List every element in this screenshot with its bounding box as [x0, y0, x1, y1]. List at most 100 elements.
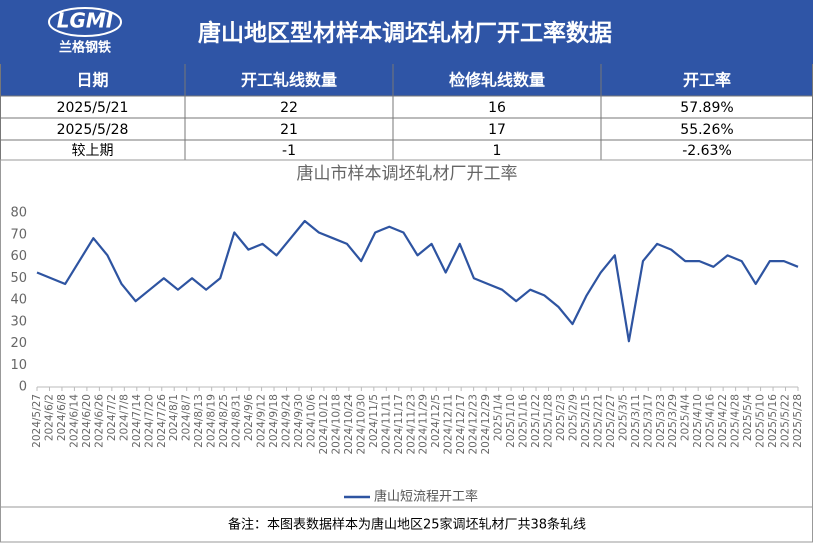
chart-title: 唐山市样本调坯轧材厂开工率	[297, 163, 518, 184]
x-tick-label: 2024/7/2	[106, 394, 118, 441]
legend-label: 唐山短流程开工率	[374, 489, 478, 505]
x-tick-label: 2024/6/8	[56, 394, 68, 441]
chart-frame	[0, 159, 813, 508]
x-tick-label: 2024/9/30	[293, 394, 305, 448]
x-tick-label: 2025/5/28	[792, 394, 804, 448]
x-tick-label: 2024/8/31	[231, 394, 243, 448]
x-tick-label: 2025/2/21	[592, 394, 604, 448]
logo-ring	[48, 7, 122, 37]
x-tick-label: 2024/6/26	[93, 394, 105, 448]
x-tick-label: 2025/3/23	[655, 394, 667, 448]
x-tick-label: 2024/9/6	[243, 394, 255, 441]
x-tick-label: 2024/10/18	[330, 394, 342, 455]
column-header: 开工率	[683, 71, 731, 90]
x-tick-label: 2024/10/6	[305, 394, 317, 448]
x-tick-label: 2025/5/10	[755, 394, 767, 448]
x-tick-label: 2025/5/16	[767, 394, 779, 448]
x-tick-label: 2025/4/16	[705, 394, 717, 448]
x-tick-label: 2024/7/8	[118, 394, 130, 441]
x-tick-label: 2024/10/12	[318, 394, 330, 455]
x-tick-label: 2025/1/4	[493, 394, 505, 441]
x-tick-label: 2024/8/1	[168, 394, 180, 441]
x-tick-label: 2024/11/23	[405, 394, 417, 455]
x-tick-label: 2024/8/25	[218, 394, 230, 448]
note: 备注：本图表数据样本为唐山地区25家调坯轧材厂共38条轧线	[228, 517, 586, 533]
x-tick-label: 2025/5/4	[742, 394, 754, 441]
table-cell: 21	[280, 122, 298, 138]
y-tick-label: 30	[10, 314, 27, 329]
x-tick-label: 2025/4/28	[730, 394, 742, 448]
x-tick-label: 2025/3/11	[630, 394, 642, 448]
x-tick-label: 2025/1/22	[530, 394, 542, 448]
table-header	[0, 64, 813, 96]
x-tick-label: 2024/8/13	[193, 394, 205, 448]
x-tick-label: 2024/8/19	[206, 394, 218, 448]
column-header: 开工轧线数量	[241, 71, 337, 90]
y-tick-label: 60	[10, 249, 27, 264]
y-tick-label: 20	[10, 336, 27, 351]
x-tick-label: 2025/4/22	[717, 394, 729, 448]
table-cell: 较上期	[72, 143, 114, 159]
x-tick-label: 2024/12/5	[430, 394, 442, 448]
x-tick-label: 2025/2/27	[605, 394, 617, 448]
x-tick-label: 2024/7/14	[131, 394, 143, 448]
note-box	[0, 506, 813, 543]
x-tick-label: 2024/12/29	[480, 394, 492, 455]
x-tick-label: 2024/12/17	[455, 394, 467, 455]
x-tick-label: 2024/9/18	[268, 394, 280, 448]
x-tick-label: 2024/9/24	[281, 394, 293, 448]
x-tick-label: 2024/8/7	[181, 394, 193, 441]
x-tick-label: 2025/4/10	[692, 394, 704, 448]
x-tick-label: 2024/9/12	[256, 394, 268, 448]
header-bar	[0, 0, 813, 64]
x-tick-label: 2024/11/17	[393, 394, 405, 455]
header-title: 唐山地区型材样本调坯轧材厂开工率数据	[198, 20, 612, 47]
x-tick-label: 2024/7/26	[156, 394, 168, 448]
logo: LGMI	[57, 9, 114, 33]
x-tick-label: 2024/6/20	[81, 394, 93, 448]
table-cell: 17	[488, 122, 506, 138]
y-tick-label: 80	[10, 206, 27, 221]
x-tick-label: 2025/1/28	[542, 394, 554, 448]
column-header: 日期	[76, 71, 108, 90]
x-tick-label: 2024/7/20	[143, 394, 155, 448]
table-cell: 57.89%	[680, 100, 733, 116]
table-cell: -2.63%	[682, 143, 732, 159]
y-tick-label: 10	[10, 358, 27, 373]
x-tick-label: 2024/5/27	[31, 394, 43, 448]
table-cell: 2025/5/21	[57, 100, 129, 116]
table-cell: -1	[282, 143, 296, 159]
y-tick-label: 70	[10, 227, 27, 242]
x-tick-label: 2025/1/16	[518, 394, 530, 448]
table-cell: 55.26%	[680, 122, 733, 138]
y-tick-label: 40	[10, 293, 27, 308]
x-tick-label: 2024/10/24	[343, 394, 355, 455]
line	[36, 219, 799, 343]
x-tick-label: 2025/5/22	[780, 394, 792, 448]
x-tick-label: 2024/12/23	[468, 394, 480, 455]
x-tick-label: 2025/1/10	[505, 394, 517, 448]
x-tick-label: 2024/11/5	[368, 394, 380, 448]
column-header: 检修轧线数量	[449, 71, 545, 90]
x-tick-label: 2025/3/17	[642, 394, 654, 448]
x-tick-label: 2025/2/15	[580, 394, 592, 448]
x-tick-label: 2024/6/14	[68, 394, 80, 448]
x-tick-label: 2024/10/30	[355, 394, 367, 455]
x-tick-label: 2025/3/5	[617, 394, 629, 441]
table-cell: 1	[493, 143, 502, 159]
x-tick-label: 2025/4/4	[680, 394, 692, 441]
logo-sub: 兰格钢铁	[59, 40, 111, 56]
x-tick-label: 2025/2/9	[567, 394, 579, 441]
y-tick-label: 50	[10, 271, 27, 286]
table-cell: 22	[280, 100, 298, 116]
y-tick-label: 0	[19, 380, 27, 395]
x-tick-label: 2024/6/2	[43, 394, 55, 441]
table-cell: 2025/5/28	[57, 122, 129, 138]
x-tick-label: 2024/11/29	[418, 394, 430, 455]
x-tick-label: 2025/2/3	[555, 394, 567, 441]
table-cell: 16	[488, 100, 506, 116]
x-tick-label: 2024/11/11	[380, 394, 392, 455]
x-tick-label: 2025/3/29	[667, 394, 679, 448]
